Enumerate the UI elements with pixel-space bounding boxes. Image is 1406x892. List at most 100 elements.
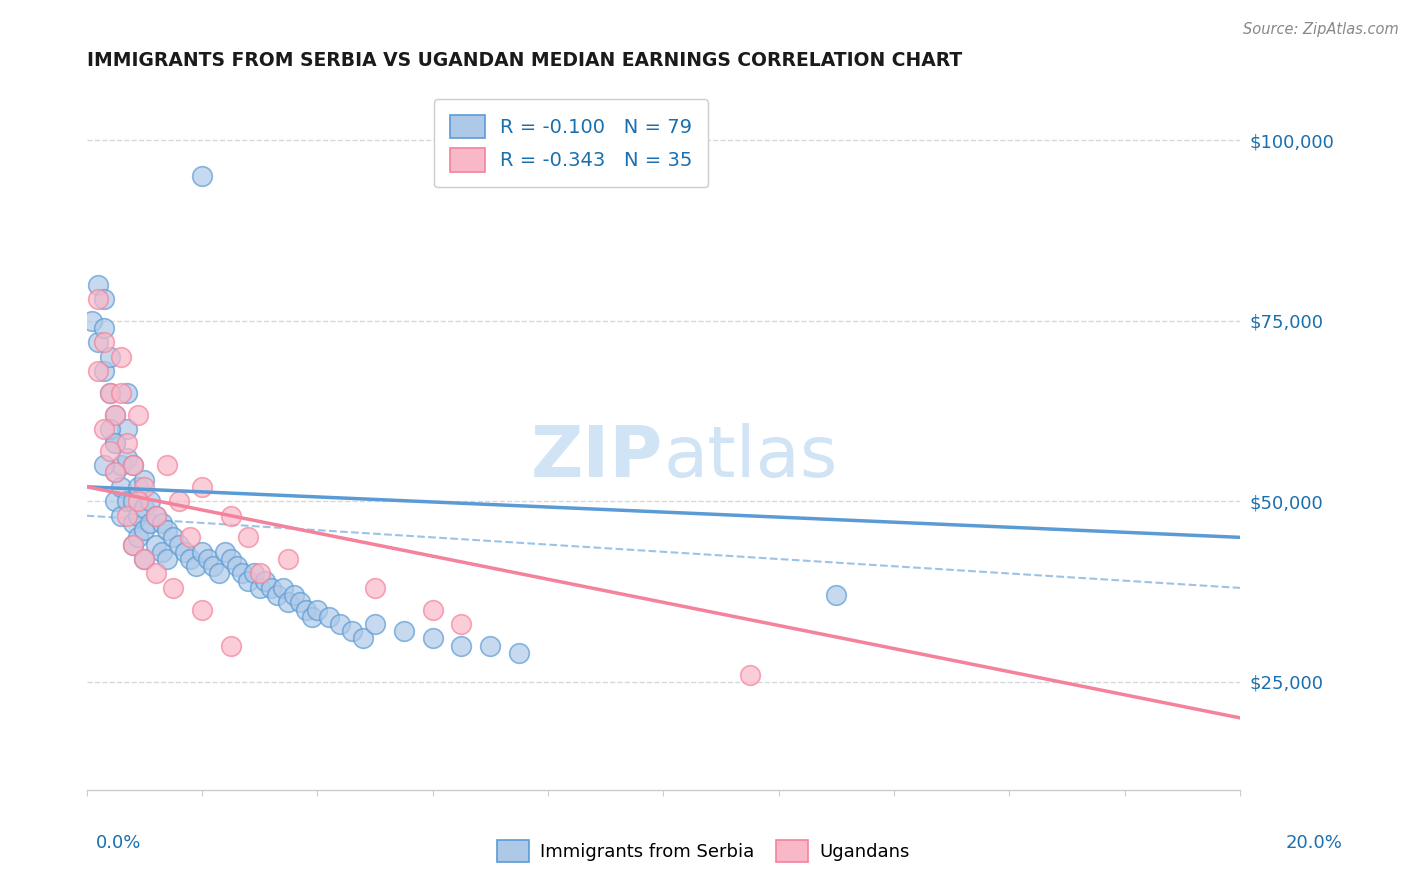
Text: atlas: atlas: [664, 423, 838, 492]
Point: [179, 552, 201, 566]
Point: [236, 574, 259, 588]
Point: [121, 458, 143, 472]
Point: [288, 595, 311, 609]
Point: [266, 588, 288, 602]
Point: [115, 508, 138, 523]
Point: [87, 292, 110, 306]
Point: [104, 466, 127, 480]
Point: [422, 602, 444, 616]
Point: [134, 552, 156, 566]
Point: [236, 530, 259, 544]
Point: [115, 494, 138, 508]
Point: [110, 350, 132, 364]
Point: [115, 436, 138, 450]
Point: [186, 559, 208, 574]
Point: [110, 458, 132, 472]
Point: [167, 538, 190, 552]
Point: [98, 422, 121, 436]
Point: [150, 516, 173, 530]
Point: [450, 617, 472, 632]
Point: [127, 530, 149, 544]
Point: [191, 480, 214, 494]
Point: [450, 639, 472, 653]
Point: [167, 494, 190, 508]
Point: [738, 667, 761, 681]
Point: [277, 552, 299, 566]
Point: [364, 617, 387, 632]
Point: [318, 609, 340, 624]
Text: Source: ZipAtlas.com: Source: ZipAtlas.com: [1243, 22, 1399, 37]
Point: [134, 523, 156, 537]
Point: [283, 588, 305, 602]
Point: [249, 581, 271, 595]
Point: [93, 292, 115, 306]
Point: [202, 559, 225, 574]
Point: [329, 617, 352, 632]
Point: [150, 545, 173, 559]
Legend: Immigrants from Serbia, Ugandans: Immigrants from Serbia, Ugandans: [489, 833, 917, 870]
Point: [225, 559, 247, 574]
Point: [134, 473, 156, 487]
Point: [127, 508, 149, 523]
Point: [104, 494, 127, 508]
Point: [93, 321, 115, 335]
Point: [121, 538, 143, 552]
Point: [134, 501, 156, 516]
Point: [243, 566, 266, 581]
Point: [249, 566, 271, 581]
Point: [110, 508, 132, 523]
Point: [87, 335, 110, 350]
Point: [508, 646, 530, 660]
Point: [87, 277, 110, 292]
Point: [352, 632, 374, 646]
Point: [98, 350, 121, 364]
Point: [219, 552, 242, 566]
Point: [93, 422, 115, 436]
Point: [197, 552, 219, 566]
Point: [139, 516, 162, 530]
Point: [104, 436, 127, 450]
Point: [277, 595, 299, 609]
Text: 0.0%: 0.0%: [96, 834, 141, 852]
Point: [104, 466, 127, 480]
Point: [156, 458, 179, 472]
Point: [98, 385, 121, 400]
Point: [98, 443, 121, 458]
Point: [93, 335, 115, 350]
Point: [156, 523, 179, 537]
Point: [139, 494, 162, 508]
Point: [340, 624, 363, 639]
Point: [294, 602, 316, 616]
Point: [98, 385, 121, 400]
Point: [115, 450, 138, 465]
Point: [121, 538, 143, 552]
Point: [307, 602, 329, 616]
Point: [110, 385, 132, 400]
Point: [121, 494, 143, 508]
Point: [127, 408, 149, 422]
Point: [219, 639, 242, 653]
Point: [145, 508, 167, 523]
Point: [231, 566, 253, 581]
Point: [422, 632, 444, 646]
Point: [121, 516, 143, 530]
Point: [271, 581, 294, 595]
Point: [392, 624, 415, 639]
Point: [179, 530, 201, 544]
Point: [87, 364, 110, 378]
Point: [479, 639, 502, 653]
Point: [214, 545, 236, 559]
Point: [191, 602, 214, 616]
Point: [110, 480, 132, 494]
Point: [104, 408, 127, 422]
Point: [93, 364, 115, 378]
Point: [173, 545, 195, 559]
Point: [162, 530, 184, 544]
Point: [825, 588, 848, 602]
Point: [104, 436, 127, 450]
Text: ZIP: ZIP: [531, 423, 664, 492]
Point: [364, 581, 387, 595]
Point: [191, 545, 214, 559]
Point: [115, 422, 138, 436]
Legend: R = -0.100   N = 79, R = -0.343   N = 35: R = -0.100 N = 79, R = -0.343 N = 35: [434, 99, 709, 187]
